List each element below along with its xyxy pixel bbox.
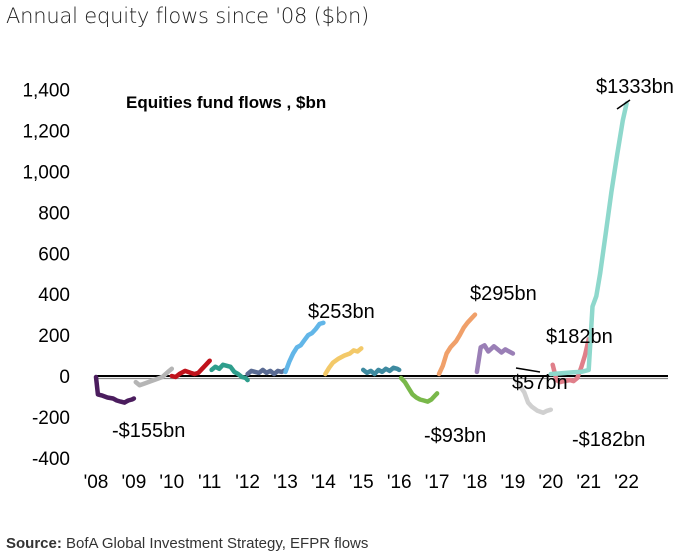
y-tick-label: 1,400	[22, 81, 70, 102]
series-line-2010	[169, 358, 212, 380]
x-tick-label: '08	[84, 472, 109, 493]
y-tick-label: 200	[38, 326, 70, 347]
x-tick-label: '14	[311, 472, 336, 493]
data-label-2013: $253bn	[308, 301, 375, 323]
x-tick-label: '17	[425, 472, 450, 493]
data-label-2016: -$93bn	[424, 425, 486, 447]
y-axis-ticks: -400 -200 0 200 400 600 800 1,000 1,200 1,400	[22, 81, 70, 470]
x-tick-label: '15	[349, 472, 374, 493]
data-label-2021: $1333bn	[596, 76, 674, 98]
label-connectors	[515, 99, 631, 373]
series-line-2016	[398, 375, 440, 404]
y-tick-label: 1,000	[22, 163, 70, 184]
page-title: Annual equity flows since '08 ($bn)	[6, 4, 370, 28]
connector-2021	[616, 99, 631, 110]
series-lines	[93, 101, 629, 416]
chart-title: Equities fund flows , $bn	[126, 93, 326, 112]
data-label-2017: $295bn	[470, 283, 537, 305]
x-tick-label: '20	[538, 472, 563, 493]
x-tick-label: '19	[501, 472, 526, 493]
x-axis-ticks: '08 '09 '10 '11 '12 '13 '14 '15 '16 '17 '18 '19 '20 '…	[84, 472, 639, 493]
x-tick-label: '18	[463, 472, 488, 493]
x-tick-label: '09	[122, 472, 147, 493]
series-line-2017	[436, 312, 478, 377]
source-label: Source:	[6, 535, 62, 552]
x-tick-label: '22	[614, 472, 639, 493]
y-tick-label: 600	[38, 244, 70, 265]
x-tick-label: '21	[576, 472, 601, 493]
source-text: BofA Global Investment Strategy, EFPR fl…	[66, 535, 369, 552]
data-label-2020: $182bn	[546, 326, 613, 348]
y-tick-label: 1,200	[22, 122, 70, 143]
x-tick-label: '11	[198, 472, 221, 493]
series-line-2008	[93, 374, 137, 405]
series-line-2012	[245, 367, 288, 377]
y-tick-label: 0	[59, 367, 70, 388]
zero-line	[96, 375, 668, 380]
data-label-2018: $57bn	[512, 372, 568, 394]
y-tick-label: -400	[32, 449, 70, 470]
x-tick-label: '13	[273, 472, 298, 493]
series-line-2011	[209, 362, 250, 383]
x-tick-label: '16	[387, 472, 412, 493]
series-line-2014	[323, 346, 364, 377]
data-label-2019: -$182bn	[572, 429, 645, 451]
series-line-2018	[474, 343, 516, 375]
y-tick-label: 800	[38, 203, 70, 224]
x-tick-label: '10	[159, 472, 184, 493]
series-line-2021	[548, 101, 629, 377]
series-line-2019	[512, 375, 554, 416]
series-line-2013	[283, 320, 326, 375]
series-line-2020	[550, 336, 591, 385]
connector-2018	[515, 367, 541, 373]
x-tick-label: '12	[235, 472, 260, 493]
data-labels: -$155bn $253bn -$93bn $295bn $57bn $182b…	[112, 76, 674, 451]
data-label-2008: -$155bn	[112, 420, 185, 442]
series-line-2015	[360, 365, 402, 377]
series-line-2009	[133, 366, 175, 388]
source-note: Source: BofA Global Investment Strategy,…	[6, 535, 368, 552]
y-tick-label: 400	[38, 285, 70, 306]
y-tick-label: -200	[32, 408, 70, 429]
